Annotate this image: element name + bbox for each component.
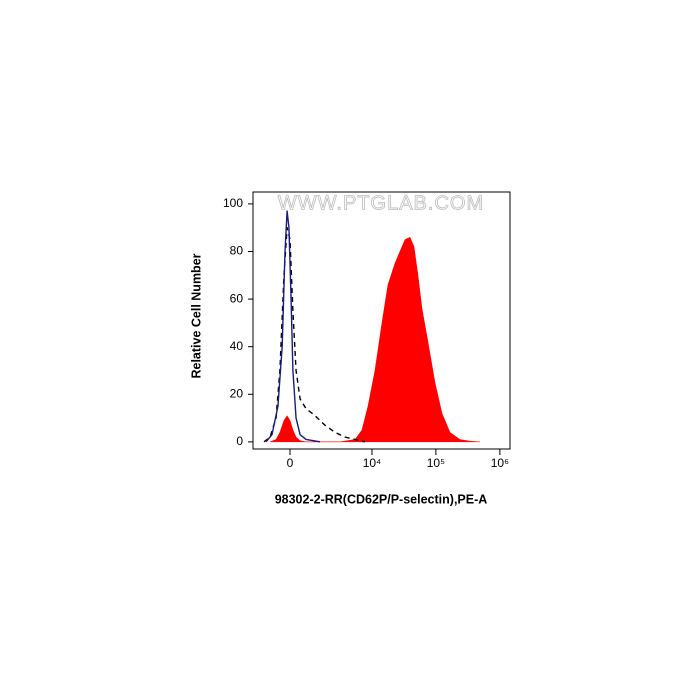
x-tick-label: 10⁴ xyxy=(363,456,382,470)
histogram-line xyxy=(263,226,366,443)
x-axis-title: 98302-2-RR(CD62P/P-selectin),PE-A xyxy=(275,492,488,506)
x-tick-label: 10⁶ xyxy=(491,456,509,470)
y-tick-label: 20 xyxy=(230,386,244,400)
x-tick-label: 10⁵ xyxy=(427,456,445,470)
y-tick-label: 0 xyxy=(236,434,243,448)
histogram-line xyxy=(265,210,321,443)
y-tick-label: 40 xyxy=(230,339,244,353)
y-tick-label: 80 xyxy=(230,244,244,258)
watermark: WWW.PTGLAB.COM xyxy=(278,192,484,214)
y-tick-label: 60 xyxy=(230,291,244,305)
y-tick-label: 100 xyxy=(223,196,243,210)
y-axis-title: Relative Cell Number xyxy=(189,253,203,378)
x-tick-label: 0 xyxy=(287,456,294,470)
plot-frame xyxy=(252,191,511,450)
histogram-area xyxy=(269,236,481,443)
